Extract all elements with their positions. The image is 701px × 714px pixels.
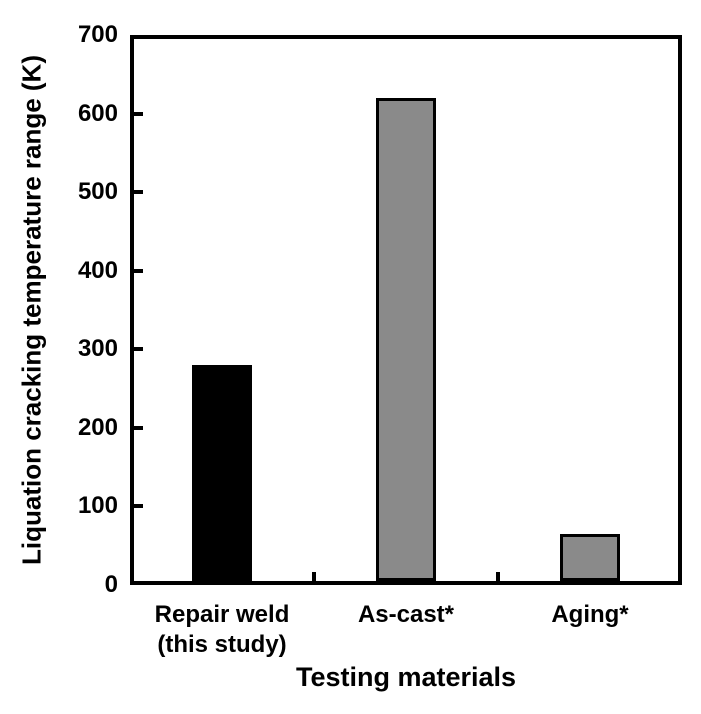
category-label-line: As-cast*: [357, 601, 455, 628]
y-axis-tick: [134, 504, 143, 509]
x-axis-tick: [496, 572, 500, 581]
y-tick-label: 0: [104, 571, 118, 598]
y-tick-label: 400: [77, 256, 118, 284]
y-tick-label: 300: [77, 335, 118, 363]
y-axis-tick: [134, 347, 143, 352]
bar-2: [376, 98, 436, 581]
category-label-line: (this study): [157, 631, 287, 658]
y-tick-label: 600: [77, 99, 118, 127]
category-label: As-cast*: [291, 600, 521, 630]
y-axis-tick: [134, 425, 143, 430]
y-axis-title: Liquation cracking temperature range (K): [16, 55, 47, 565]
category-label: Aging*: [475, 600, 701, 630]
y-tick-label: 200: [77, 413, 118, 441]
category-label-line: Aging*: [551, 601, 629, 628]
y-axis-tick: [134, 190, 143, 195]
y-axis-tick: [134, 268, 143, 273]
plot-area: [130, 35, 682, 585]
category-label-line: Repair weld: [154, 601, 290, 628]
bar-3: [560, 534, 620, 581]
category-label: Repair weld (this study): [107, 600, 337, 660]
bar-1: [192, 365, 252, 581]
x-axis-tick: [312, 572, 316, 581]
y-tick-label: 700: [77, 21, 118, 48]
y-tick-label: 500: [77, 178, 118, 206]
x-axis-title: Testing materials: [295, 662, 517, 692]
y-axis-tick: [134, 111, 143, 116]
y-tick-label: 100: [77, 492, 118, 520]
